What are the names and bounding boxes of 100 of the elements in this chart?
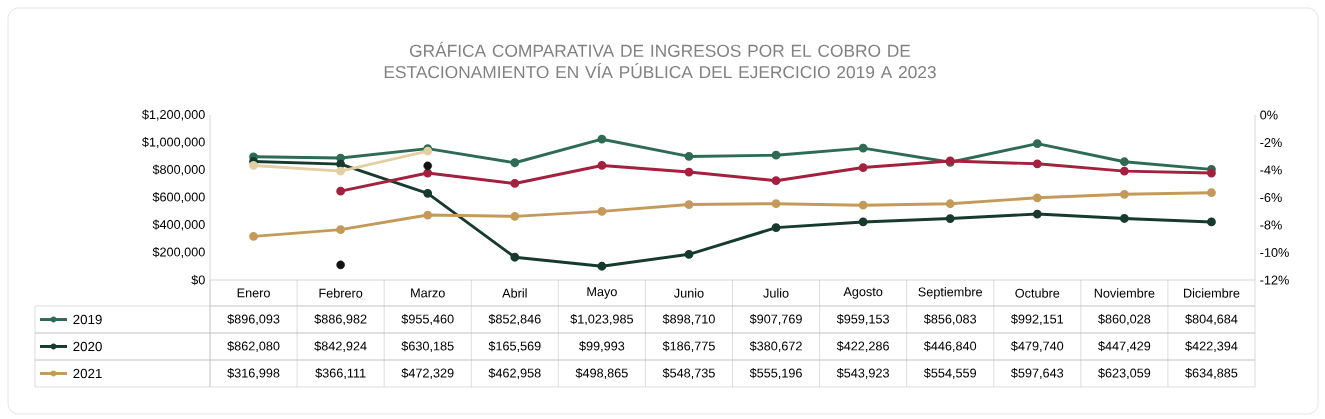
data-label: $186,775 — [662, 340, 715, 352]
data-label: $165,569 — [488, 340, 541, 352]
point — [336, 159, 346, 169]
data-label: $630,185 — [401, 340, 454, 352]
y-tick-label: $800,000 — [152, 164, 205, 176]
point — [336, 186, 346, 196]
x-tick-label: Diciembre — [1184, 288, 1240, 298]
y-tick-label: $0 — [191, 274, 205, 286]
point — [336, 153, 346, 163]
x-tick-label: Abril — [502, 288, 527, 298]
point — [1119, 189, 1129, 199]
x-tick-label: Julio — [763, 288, 789, 298]
data-label: $380,672 — [749, 340, 802, 352]
point — [1207, 188, 1216, 198]
point — [684, 249, 694, 259]
point — [684, 152, 694, 161]
data-label: $955,460 — [401, 313, 454, 326]
x-tick-label: Octubre — [1015, 288, 1060, 298]
data-label: $634,885 — [1185, 368, 1238, 380]
point — [1119, 214, 1129, 223]
point — [423, 210, 433, 220]
y-tick-label: $400,000 — [152, 219, 205, 231]
data-label: $548,735 — [662, 368, 715, 380]
data-label: $860,028 — [1098, 313, 1151, 326]
data-label: $555,196 — [749, 368, 802, 380]
x-tick-label: Marzo — [411, 288, 445, 298]
point — [597, 207, 607, 216]
y-tick-label: $1,000,000 — [142, 136, 205, 149]
point — [1032, 139, 1042, 148]
point — [1032, 193, 1042, 203]
data-label: $479,740 — [1011, 340, 1064, 352]
y2-tick-label: -4% — [1260, 165, 1282, 175]
point — [858, 143, 868, 153]
data-label: $1,023,985 — [570, 313, 634, 326]
data-label: $804,684 — [1185, 313, 1238, 326]
y-tick-label: $1,200,000 — [142, 109, 205, 121]
data-label: $852,846 — [488, 313, 541, 326]
point — [510, 211, 520, 221]
data-label: $992,151 — [1011, 313, 1064, 326]
x-tick-label: Junio — [674, 288, 704, 298]
x-tick-label: Agosto — [843, 287, 883, 299]
data-label: $898,710 — [662, 313, 715, 326]
data-label: $862,080 — [227, 340, 280, 352]
legend-label: 2019 — [73, 314, 102, 325]
y2-tick-label: -8% — [1260, 220, 1282, 230]
point — [510, 179, 520, 188]
point — [510, 252, 520, 262]
data-label: $959,153 — [836, 313, 889, 326]
point — [1119, 157, 1129, 167]
y2-tick-label: -2% — [1260, 138, 1282, 147]
point — [771, 176, 781, 186]
data-label: $543,923 — [836, 368, 889, 380]
data-label: $896,093 — [227, 313, 280, 326]
data-label: $623,059 — [1098, 368, 1151, 380]
point — [1119, 166, 1129, 176]
point — [336, 225, 346, 235]
point — [423, 168, 433, 178]
point — [858, 217, 868, 227]
point — [423, 188, 433, 198]
data-label: $447,429 — [1098, 340, 1151, 352]
y2-tick-label: -10% — [1260, 248, 1289, 257]
y2-tick-label: 0% — [1260, 110, 1278, 120]
y-tick-label: $200,000 — [152, 246, 205, 259]
y2-tick-label: -6% — [1260, 193, 1282, 202]
x-tick-label: Noviembre — [1094, 288, 1155, 298]
point — [510, 158, 520, 168]
point — [858, 163, 868, 172]
chart-title: GRÁFICA COMPARATIVA DE INGRESOS POR EL COBRO DE ESTACIONAMIENTO EN VÍA PÚBLICA DEL EJERCICIO 2019 A 2023 — [384, 41, 936, 79]
data-label: $554,559 — [923, 368, 977, 380]
point — [336, 166, 346, 176]
point — [249, 232, 258, 241]
point — [597, 261, 607, 271]
data-label: $446,840 — [923, 340, 977, 352]
data-label: $422,394 — [1185, 340, 1238, 352]
point — [945, 214, 955, 223]
data-label: $316,998 — [227, 368, 280, 380]
legend-label: 2021 — [73, 368, 102, 379]
point — [858, 200, 868, 210]
legend-label: 2020 — [73, 341, 102, 352]
data-label: $366,111 — [315, 368, 366, 380]
data-label: $597,643 — [1011, 368, 1064, 380]
point — [945, 199, 955, 209]
data-label: $842,924 — [314, 340, 367, 352]
data-label: $886,982 — [314, 313, 367, 326]
point — [1207, 168, 1216, 178]
point — [771, 199, 781, 209]
point — [1032, 159, 1042, 169]
data-label: $422,286 — [836, 340, 889, 352]
point — [597, 161, 607, 170]
y-tick-label: $600,000 — [152, 191, 205, 204]
point — [684, 167, 694, 177]
data-label: $907,769 — [749, 313, 802, 326]
point — [1032, 209, 1042, 219]
y2-tick-label: -12% — [1260, 275, 1289, 285]
x-tick-label: Enero — [237, 288, 270, 298]
data-label: $462,958 — [488, 368, 541, 380]
point — [771, 223, 781, 233]
point — [249, 161, 258, 170]
point — [684, 200, 694, 209]
x-tick-label: Mayo — [587, 287, 617, 299]
